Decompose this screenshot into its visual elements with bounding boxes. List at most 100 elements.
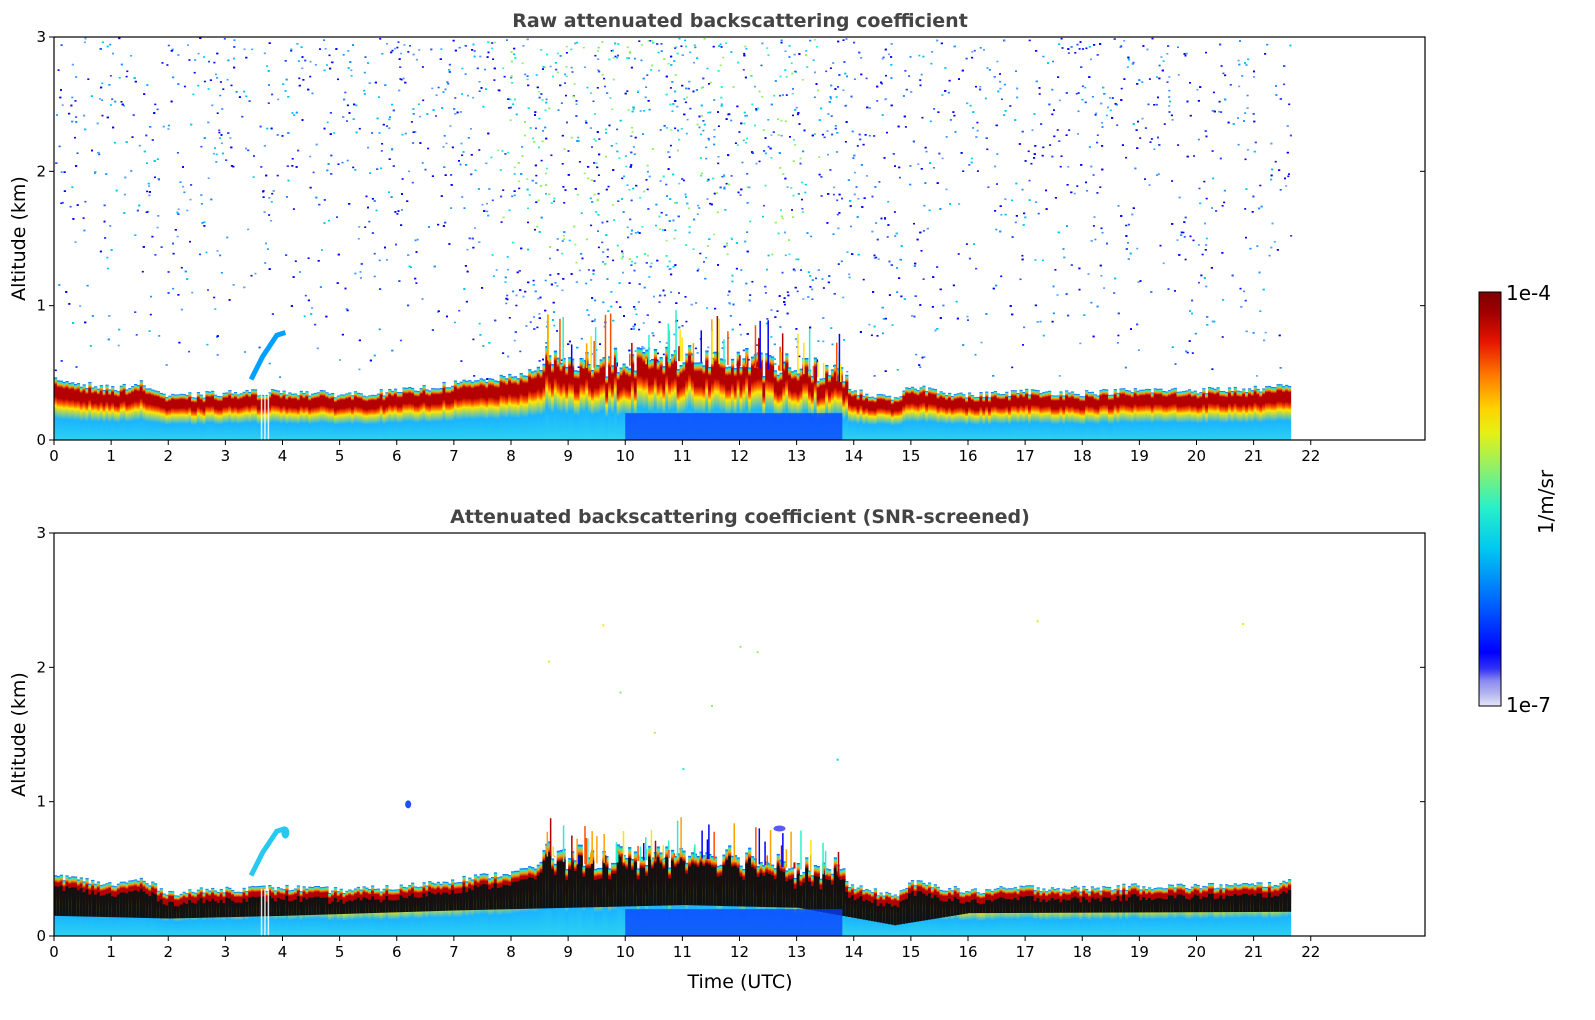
noise-pixel bbox=[538, 91, 541, 93]
noise-pixel bbox=[1199, 86, 1202, 88]
boundary-layer-column bbox=[471, 381, 475, 440]
noise-pixel bbox=[659, 294, 662, 297]
noise-pixel bbox=[1021, 130, 1024, 133]
noise-pixel bbox=[674, 202, 676, 204]
noise-pixel bbox=[545, 137, 548, 140]
noise-pixel bbox=[1159, 244, 1162, 247]
noise-pixel bbox=[527, 281, 530, 284]
noise-pixel bbox=[601, 73, 604, 76]
noise-pixel bbox=[1105, 114, 1108, 117]
noise-pixel bbox=[1116, 342, 1119, 344]
noise-pixel bbox=[827, 153, 829, 156]
noise-pixel bbox=[487, 132, 490, 135]
noise-pixel bbox=[936, 39, 939, 42]
noise-pixel bbox=[1169, 100, 1171, 103]
noise-pixel bbox=[596, 166, 599, 169]
noise-pixel bbox=[326, 169, 329, 172]
noise-pixel bbox=[1079, 342, 1082, 345]
boundary-layer-column bbox=[416, 391, 420, 440]
noise-pixel bbox=[713, 143, 716, 146]
noise-pixel bbox=[487, 51, 490, 54]
noise-pixel bbox=[336, 282, 339, 284]
noise-pixel bbox=[805, 50, 808, 52]
noise-pixel bbox=[597, 46, 600, 49]
noise-pixel bbox=[157, 215, 160, 217]
noise-pixel bbox=[1136, 247, 1139, 250]
noise-pixel bbox=[580, 253, 583, 255]
boundary-layer-column bbox=[662, 366, 666, 440]
noise-pixel bbox=[1034, 145, 1037, 147]
noise-pixel bbox=[574, 243, 577, 246]
noise-pixel bbox=[243, 286, 246, 289]
noise-pixel bbox=[1213, 320, 1216, 323]
noise-pixel bbox=[1090, 165, 1093, 168]
noise-pixel bbox=[342, 116, 345, 118]
noise-pixel bbox=[1085, 181, 1087, 184]
boundary-layer-column bbox=[385, 392, 389, 440]
boundary-layer-column bbox=[251, 389, 255, 440]
noise-pixel bbox=[1137, 281, 1140, 283]
noise-pixel bbox=[709, 81, 712, 84]
noise-pixel bbox=[565, 94, 567, 97]
noise-pixel bbox=[561, 134, 564, 137]
noise-pixel bbox=[65, 291, 68, 293]
noise-pixel bbox=[353, 103, 356, 106]
noise-pixel bbox=[396, 213, 399, 215]
noise-pixel bbox=[454, 97, 457, 99]
boundary-layer-column bbox=[196, 392, 201, 440]
noise-pixel bbox=[506, 294, 509, 297]
noise-pixel bbox=[790, 187, 793, 189]
noise-pixel bbox=[898, 176, 901, 179]
noise-pixel bbox=[247, 149, 250, 152]
noise-pixel bbox=[550, 202, 553, 204]
boundary-layer-column bbox=[599, 359, 603, 440]
boundary-layer-column bbox=[142, 385, 146, 440]
noise-pixel bbox=[660, 50, 663, 52]
noise-pixel bbox=[71, 63, 74, 66]
noise-pixel bbox=[676, 105, 679, 108]
boundary-layer-column bbox=[296, 395, 301, 440]
noise-pixel bbox=[563, 148, 566, 150]
noise-pixel bbox=[941, 94, 944, 96]
boundary-layer-column bbox=[545, 346, 549, 440]
noise-pixel bbox=[507, 268, 510, 271]
noise-pixel bbox=[58, 284, 61, 286]
noise-pixel bbox=[219, 137, 221, 139]
noise-pixel bbox=[842, 296, 845, 299]
noise-pixel bbox=[630, 135, 633, 137]
noise-pixel bbox=[1093, 44, 1096, 46]
noise-pixel bbox=[703, 261, 705, 263]
noise-pixel bbox=[482, 105, 485, 108]
noise-pixel bbox=[911, 315, 913, 317]
noise-pixel bbox=[1244, 299, 1247, 302]
noise-pixel bbox=[1053, 109, 1055, 111]
boundary-layer-column bbox=[453, 380, 458, 440]
noise-pixel bbox=[84, 128, 87, 131]
noise-pixel bbox=[75, 121, 78, 123]
noise-pixel bbox=[610, 305, 613, 308]
noise-pixel bbox=[723, 174, 726, 176]
noise-pixel bbox=[303, 315, 306, 317]
noise-pixel bbox=[809, 286, 812, 288]
noise-pixel bbox=[458, 309, 461, 312]
noise-pixel bbox=[218, 131, 221, 134]
boundary-layer-column bbox=[622, 363, 626, 440]
boundary-layer-column bbox=[136, 384, 141, 440]
boundary-layer-column bbox=[313, 392, 318, 440]
noise-pixel bbox=[486, 202, 488, 205]
noise-pixel bbox=[1151, 37, 1154, 40]
noise-pixel bbox=[885, 98, 888, 100]
noise-pixel bbox=[253, 155, 255, 157]
noise-pixel bbox=[548, 193, 551, 195]
noise-pixel bbox=[882, 318, 885, 320]
noise-pixel bbox=[968, 164, 971, 166]
noise-pixel bbox=[593, 193, 596, 196]
noise-pixel bbox=[401, 209, 403, 211]
noise-pixel bbox=[271, 93, 274, 96]
boundary-layer-column bbox=[311, 393, 315, 440]
noise-pixel bbox=[500, 221, 503, 223]
noise-pixel bbox=[1096, 192, 1099, 194]
noise-pixel bbox=[700, 172, 703, 175]
noise-pixel bbox=[1096, 134, 1099, 136]
boundary-layer-column bbox=[173, 394, 178, 440]
